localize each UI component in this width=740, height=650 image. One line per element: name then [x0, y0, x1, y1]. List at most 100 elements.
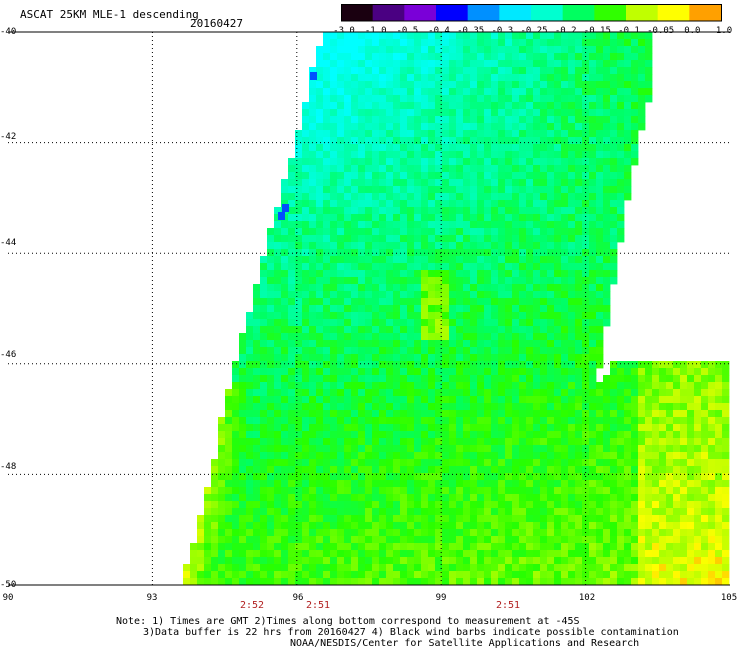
- swath-cell: [330, 403, 338, 411]
- swath-cell: [407, 53, 415, 61]
- swath-cell: [491, 410, 499, 418]
- swath-cell: [449, 564, 457, 572]
- swath-cell: [386, 501, 394, 509]
- swath-cell: [568, 102, 576, 110]
- swath-cell: [421, 74, 429, 82]
- swath-cell: [310, 72, 317, 80]
- swath-cell: [449, 480, 457, 488]
- colorbar-label: -3.0: [333, 26, 355, 36]
- swath-cell: [638, 536, 646, 544]
- swath-cell: [449, 144, 457, 152]
- swath-cell: [435, 298, 443, 306]
- swath-cell: [302, 270, 310, 278]
- swath-cell: [407, 228, 415, 236]
- swath-cell: [344, 459, 352, 467]
- swath-cell: [575, 389, 583, 397]
- swath-cell: [407, 116, 415, 124]
- swath-cell: [554, 151, 562, 159]
- swath-cell: [554, 67, 562, 75]
- swath-cell: [540, 88, 548, 96]
- swath-cell: [337, 333, 345, 341]
- swath-cell: [477, 179, 485, 187]
- swath-cell: [484, 235, 492, 243]
- swath-cell: [498, 158, 506, 166]
- swath-cell: [456, 81, 464, 89]
- swath-cell: [449, 536, 457, 544]
- swath-cell: [498, 235, 506, 243]
- swath-cell: [582, 270, 590, 278]
- swath-cell: [610, 172, 618, 180]
- swath-cell: [484, 431, 492, 439]
- swath-cell: [610, 200, 618, 208]
- swath-cell: [505, 291, 513, 299]
- swath-cell: [358, 53, 366, 61]
- swath-cell: [582, 158, 590, 166]
- swath-cell: [295, 410, 303, 418]
- swath-cell: [519, 578, 527, 586]
- swath-cell: [477, 46, 485, 54]
- swath-cell: [253, 557, 261, 565]
- swath-cell: [330, 291, 338, 299]
- swath-cell: [379, 179, 387, 187]
- swath-cell: [337, 564, 345, 572]
- swath-cell: [260, 291, 268, 299]
- swath-cell: [260, 417, 268, 425]
- swath-cell: [561, 361, 569, 369]
- swath-cell: [561, 172, 569, 180]
- swath-cell: [533, 298, 541, 306]
- swath-cell: [505, 389, 513, 397]
- swath-cell: [344, 123, 352, 131]
- swath-cell: [225, 543, 233, 551]
- swath-cell: [561, 123, 569, 131]
- swath-cell: [330, 81, 338, 89]
- swath-cell: [295, 270, 303, 278]
- swath-cell: [603, 60, 611, 68]
- swath-cell: [708, 515, 716, 523]
- swath-cell: [442, 368, 450, 376]
- swath-cell: [631, 158, 639, 166]
- swath-cell: [337, 123, 345, 131]
- swath-cell: [449, 284, 457, 292]
- swath-cell: [512, 550, 520, 558]
- swath-cell: [505, 39, 513, 47]
- swath-cell: [225, 403, 233, 411]
- swath-cell: [365, 389, 373, 397]
- swath-cell: [365, 172, 373, 180]
- swath-cell: [680, 480, 688, 488]
- swath-cell: [309, 88, 317, 96]
- swath-cell: [694, 424, 702, 432]
- swath-cell: [246, 466, 254, 474]
- swath-cell: [218, 473, 226, 481]
- swath-cell: [344, 515, 352, 523]
- swath-cell: [253, 340, 261, 348]
- swath-cell: [519, 186, 527, 194]
- swath-cell: [547, 389, 555, 397]
- swath-cell: [456, 361, 464, 369]
- swath-cell: [288, 438, 296, 446]
- swath-cell: [463, 270, 471, 278]
- swath-cell: [407, 151, 415, 159]
- swath-cell: [302, 200, 310, 208]
- swath-cell: [435, 564, 443, 572]
- swath-cell: [421, 284, 429, 292]
- swath-cell: [323, 382, 331, 390]
- swath-cell: [463, 32, 471, 40]
- swath-cell: [617, 445, 625, 453]
- swath-cell: [316, 221, 324, 229]
- swath-cell: [673, 480, 681, 488]
- swath-cell: [477, 186, 485, 194]
- swath-cell: [484, 228, 492, 236]
- swath-cell: [638, 403, 646, 411]
- swath-cell: [603, 74, 611, 82]
- swath-cell: [533, 123, 541, 131]
- swath-cell: [449, 571, 457, 579]
- swath-cell: [519, 494, 527, 502]
- swath-cell: [589, 277, 597, 285]
- swath-cell: [554, 445, 562, 453]
- swath-cell: [337, 375, 345, 383]
- swath-cell: [568, 424, 576, 432]
- swath-cell: [561, 228, 569, 236]
- swath-cell: [232, 389, 240, 397]
- swath-cell: [484, 221, 492, 229]
- swath-cell: [337, 207, 345, 215]
